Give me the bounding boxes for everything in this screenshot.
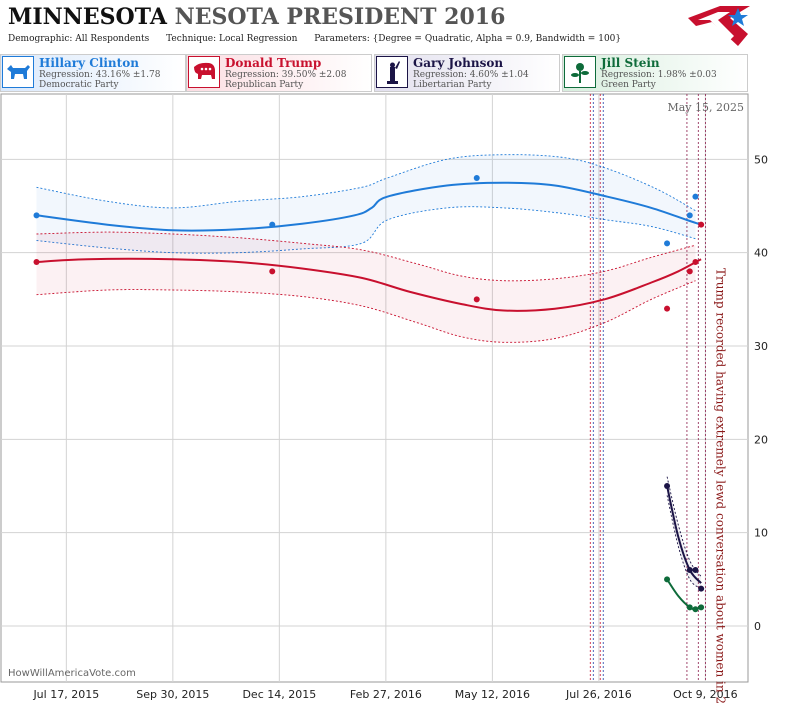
y-tick-label: 40 [754, 247, 768, 260]
poll-point [692, 193, 699, 200]
donkey-icon [2, 56, 34, 88]
x-tick-label: Jul 26, 2016 [565, 688, 632, 701]
poll-point [686, 567, 693, 573]
y-tick-label: 20 [754, 433, 768, 446]
poll-point [33, 212, 40, 219]
technique-label: Technique: Local Regression [166, 34, 298, 44]
site-credit: HowWillAmericaVote.com [8, 668, 136, 679]
lower-bound-line [36, 280, 696, 343]
x-tick-label: May 12, 2016 [455, 688, 530, 701]
flag-logo-icon [688, 6, 750, 46]
poll-point [473, 296, 480, 303]
elephant-icon [188, 56, 220, 88]
poll-point [33, 259, 40, 265]
candidate-party: Democratic Party [39, 80, 119, 90]
title-state: MINNESOTA [8, 4, 167, 30]
poll-point [664, 576, 671, 583]
confidence-band [667, 476, 702, 589]
x-tick-label: Feb 27, 2016 [350, 688, 422, 701]
candidate-card-trump[interactable]: Donald Trump Regression: 39.50% ±2.08 Re… [186, 54, 372, 92]
upper-bound-line [36, 231, 696, 282]
poll-point [269, 268, 276, 275]
candidate-legend: Hillary Clinton Regression: 43.16% ±1.78… [0, 54, 789, 92]
candidate-card-clinton[interactable]: Hillary Clinton Regression: 43.16% ±1.78… [0, 54, 186, 92]
candidate-party: Green Party [601, 80, 656, 90]
event-annotation: Trump recorded having extremely lewd con… [714, 268, 728, 704]
plot-area [0, 93, 749, 683]
demographic-label: Demographic: All Respondents [8, 34, 150, 44]
poll-point [664, 483, 671, 489]
poll-point [269, 221, 276, 228]
poll-point [664, 305, 671, 312]
candidate-card-stein[interactable]: Jill Stein Regression: 1.98% ±0.03 Green… [562, 54, 748, 92]
title-race: NESOTA PRESIDENT 2016 [174, 4, 506, 30]
candidate-regression: Regression: 4.60% ±1.04 [413, 70, 529, 80]
y-tick-label: 0 [754, 620, 761, 633]
x-tick-label: Sep 30, 2015 [136, 688, 209, 701]
statue-of-liberty-icon [376, 56, 408, 88]
poll-point [692, 606, 699, 613]
candidate-name: Jill Stein [601, 56, 660, 70]
poll-point [686, 268, 693, 275]
date-stamp: May 15, 2025 [667, 101, 744, 114]
candidate-regression: Regression: 1.98% ±0.03 [601, 70, 717, 80]
poll-point [698, 221, 705, 228]
chart-title: MINNESOTA NESOTA PRESIDENT 2016 [8, 4, 505, 30]
poll-point [692, 567, 699, 573]
poll-point [686, 212, 693, 219]
lower-bound-line [36, 206, 696, 254]
y-tick-label: 50 [754, 153, 768, 166]
poll-point [698, 604, 705, 611]
candidate-party: Republican Party [225, 80, 304, 90]
parameters-label: Parameters: {Degree = Quadratic, Alpha =… [314, 34, 622, 44]
confidence-band [36, 154, 696, 254]
poll-point [664, 240, 671, 247]
y-tick-label: 30 [754, 340, 768, 353]
trend-line [36, 181, 702, 232]
poll-point [686, 604, 693, 611]
poll-point [698, 585, 705, 592]
candidate-regression: Regression: 43.16% ±1.78 [39, 70, 161, 80]
poll-point [473, 175, 480, 181]
y-tick-label: 10 [754, 527, 768, 540]
poll-point [692, 259, 699, 265]
candidate-regression: Regression: 39.50% ±2.08 [225, 70, 347, 80]
upper-bound-line [36, 154, 696, 212]
lower-bound-line [666, 495, 702, 590]
trend-line [666, 485, 702, 584]
candidate-name: Gary Johnson [413, 56, 504, 70]
x-tick-label: Dec 14, 2015 [242, 688, 316, 701]
candidate-card-johnson[interactable]: Gary Johnson Regression: 4.60% ±1.04 Lib… [374, 54, 560, 92]
x-tick-label: Jul 17, 2015 [32, 688, 99, 701]
candidate-party: Libertarian Party [413, 80, 492, 90]
parameters-line: Demographic: All Respondents Technique: … [8, 34, 635, 44]
flower-icon [564, 56, 596, 88]
trend-line [36, 257, 702, 312]
candidate-name: Donald Trump [225, 56, 322, 70]
candidate-name: Hillary Clinton [39, 56, 139, 70]
x-tick-label: Oct 9, 2016 [673, 688, 738, 701]
